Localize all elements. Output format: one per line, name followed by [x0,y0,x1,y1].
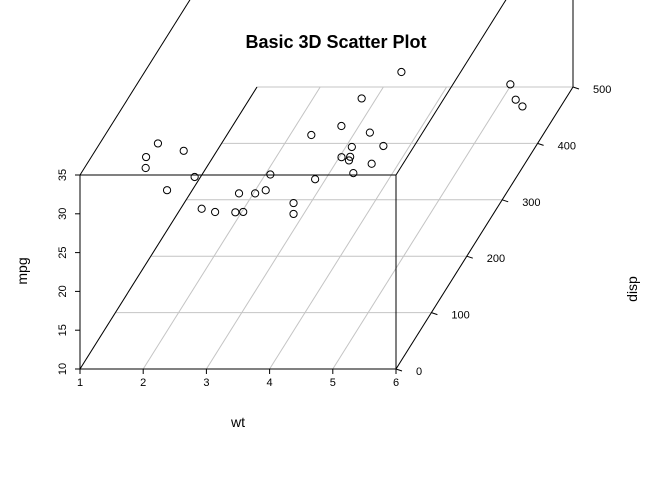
box-edge [79,0,191,176]
grid-line-wt [332,86,511,370]
data-point [234,189,244,198]
grid-line-wt [205,86,384,370]
data-point [141,163,150,173]
x-tick-label: 4 [267,377,273,389]
data-point [347,142,356,152]
y-tick-mark [572,86,580,90]
x-tick-label: 2 [140,377,146,389]
box-edge [79,86,258,370]
box-edge [395,0,507,176]
box-edge [395,86,574,370]
y-tick-label: 100 [451,310,469,322]
y-tick-label: 400 [558,140,576,152]
plot-box [79,0,574,370]
chart-title: Basic 3D Scatter Plot [245,32,426,52]
axes: 1 2 3 4 5 6 10 15 20 25 30 35 0 100 200 300 400 500 [57,84,611,389]
data-point [511,95,520,104]
data-point [211,207,220,217]
data-point [344,156,354,165]
y-tick-mark [395,368,403,372]
data-point [289,209,298,219]
data-point [506,80,515,89]
data-point [518,102,527,111]
y-tick-mark [502,199,509,203]
y-tick-mark [431,312,438,316]
data-point [367,159,376,168]
z-tick-label: 15 [57,324,69,336]
data-point [261,186,270,195]
grid-line-wt [142,86,321,370]
data-point [365,128,374,137]
y-tick-label: 300 [522,197,540,209]
x-tick-label: 5 [330,377,336,389]
y-tick-label: 0 [416,366,422,378]
grid-line-wt [269,86,448,370]
data-points [141,67,527,219]
data-point [379,141,388,151]
y-tick-label: 500 [593,84,611,96]
y-tick-label: 200 [487,253,505,265]
z-tick-label: 20 [57,285,69,297]
x-tick-label: 3 [203,377,209,389]
data-point [357,94,366,103]
data-point [231,208,240,217]
data-point [179,146,188,155]
data-point [251,189,260,198]
z-tick-label: 35 [57,169,69,181]
z-tick-label: 10 [57,363,69,375]
data-point [337,121,346,131]
z-tick-label: 25 [57,246,69,258]
data-point [190,172,199,182]
z-tick-label: 30 [57,208,69,220]
floor-grid [79,86,574,370]
data-point [397,67,406,77]
z-axis-label: mpg [14,257,30,284]
data-point [349,168,358,178]
y-tick-mark [537,142,544,146]
data-point [346,152,355,161]
y-axis-label: disp [624,276,640,302]
data-point [197,204,206,213]
x-tick-label: 1 [77,377,83,389]
data-point [153,139,163,148]
data-point [307,130,316,140]
data-point [239,207,248,217]
data-point [311,175,320,184]
data-point [162,186,172,195]
x-axis-label: wt [230,414,245,430]
x-tick-label: 6 [393,377,399,389]
data-point [141,152,151,162]
y-tick-mark [466,255,473,259]
data-point [337,153,346,162]
data-point [289,198,298,208]
data-point [266,170,275,179]
